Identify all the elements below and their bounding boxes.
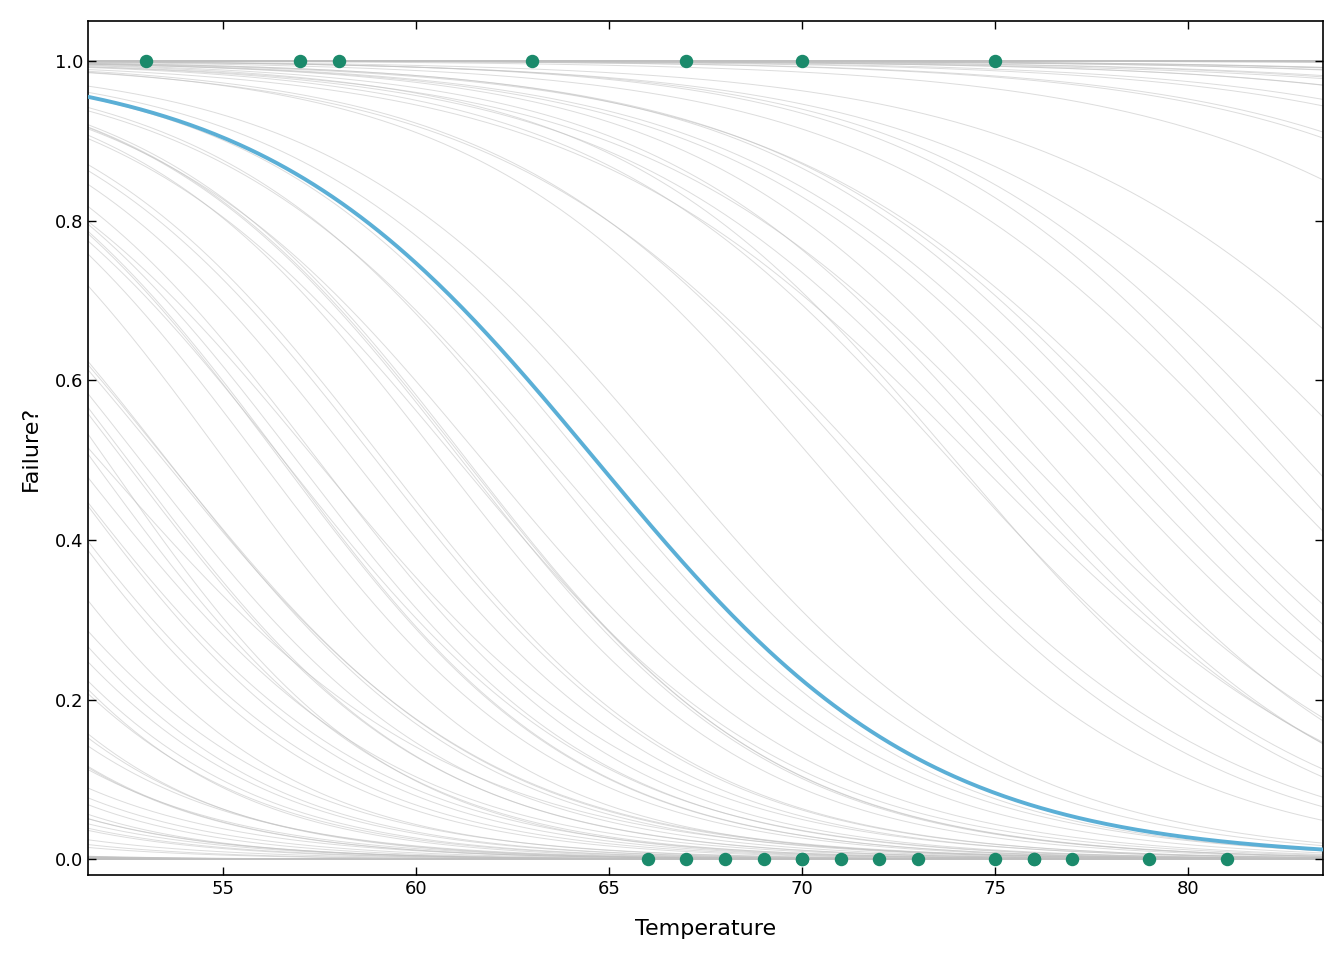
- Point: [792, 53, 813, 68]
- Point: [868, 852, 890, 867]
- Point: [521, 53, 543, 68]
- X-axis label: Temperature: Temperature: [636, 919, 777, 939]
- Point: [637, 852, 659, 867]
- Point: [1138, 852, 1160, 867]
- Point: [1216, 852, 1238, 867]
- Point: [1023, 852, 1044, 867]
- Y-axis label: Failure?: Failure?: [22, 405, 40, 491]
- Point: [1062, 852, 1083, 867]
- Point: [984, 53, 1005, 68]
- Point: [753, 852, 774, 867]
- Point: [136, 53, 157, 68]
- Point: [792, 852, 813, 867]
- Point: [676, 53, 698, 68]
- Point: [907, 852, 929, 867]
- Point: [328, 53, 349, 68]
- Point: [831, 852, 852, 867]
- Point: [984, 852, 1005, 867]
- Point: [1023, 852, 1044, 867]
- Point: [714, 852, 735, 867]
- Point: [289, 53, 310, 68]
- Point: [792, 852, 813, 867]
- Point: [676, 852, 698, 867]
